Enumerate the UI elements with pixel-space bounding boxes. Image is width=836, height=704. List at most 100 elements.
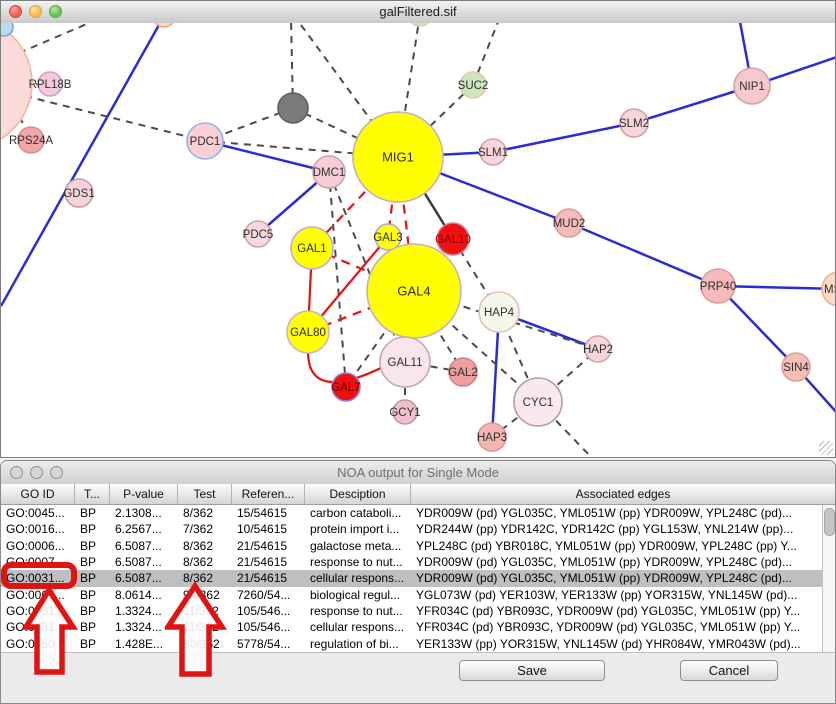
node-prp40[interactable]: [700, 268, 736, 304]
node-partial[interactable]: [1, 23, 14, 37]
zoom-button[interactable]: [50, 466, 63, 479]
cell-desc: response to nut...: [310, 603, 403, 618]
table-row[interactable]: GO:0031... BP 6.5087... 8/362 21/54615 cellul…: [1, 570, 824, 587]
edge-dash[interactable]: [328, 171, 347, 388]
edge-blue[interactable]: [717, 284, 835, 291]
zoom-button[interactable]: [49, 5, 62, 18]
edge-dash[interactable]: [18, 23, 90, 54]
node-partial[interactable]: [408, 23, 432, 27]
resize-grip[interactable]: [819, 441, 833, 455]
table-row[interactable]: GO:0006... BP 6.5087... 8/362 21/54615 galact…: [1, 537, 824, 554]
node-gal80[interactable]: [286, 310, 330, 354]
column-header[interactable]: Referen...: [232, 484, 305, 504]
node-mud2[interactable]: [554, 208, 584, 238]
node-label: GAL2: [448, 367, 477, 379]
noa-titlebar[interactable]: NOA output for Single Mode: [1, 461, 835, 485]
table-row[interactable]: GO:0045... BP 2.1308... 8/362 15/54615 carbon…: [1, 505, 824, 522]
cell-type: BP: [80, 587, 97, 602]
cancel-button[interactable]: Cancel: [680, 660, 778, 681]
node-nip1[interactable]: [733, 67, 771, 105]
column-header[interactable]: T...: [75, 484, 110, 504]
node-gal2[interactable]: [448, 357, 478, 387]
node-msl1[interactable]: [821, 271, 835, 307]
node-label: GAL10: [435, 234, 471, 246]
vertical-scrollbar[interactable]: [822, 505, 835, 652]
node-gds1[interactable]: [64, 178, 94, 208]
close-button[interactable]: [10, 466, 23, 479]
minimize-button[interactable]: [29, 5, 42, 18]
node-label: SLM2: [619, 118, 649, 130]
node-partial[interactable]: [153, 23, 175, 28]
table-row[interactable]: GO:0031...BP1.3324...11/362105/546...cel…: [1, 619, 824, 636]
node-partial[interactable]: [277, 92, 309, 124]
network-canvas[interactable]: RPL18B RPS24A GDS1 PDC1 MIG1 SUC2 SLM1 SLM2 NIP1…: [1, 23, 835, 457]
node-gal10[interactable]: [436, 222, 470, 256]
node-pdc1[interactable]: [186, 122, 224, 160]
annotation-arrow-test: [165, 581, 227, 677]
edge-blue[interactable]: [490, 311, 501, 438]
node-cyc1[interactable]: [513, 377, 563, 427]
window-title: galFiltered.sif: [379, 4, 457, 19]
edge-dash[interactable]: [491, 401, 539, 438]
node-hap3[interactable]: [477, 422, 507, 452]
cell-ref: 21/54615: [237, 571, 288, 586]
edge-dash[interactable]: [404, 361, 464, 373]
column-header[interactable]: Desciption: [305, 484, 411, 504]
cell-type: BP: [80, 571, 97, 586]
node-partial[interactable]: [1, 23, 33, 149]
node-slm2[interactable]: [619, 108, 649, 138]
node-gcy1[interactable]: [392, 399, 418, 425]
edge-blue[interactable]: [568, 221, 719, 288]
network-titlebar[interactable]: galFiltered.sif: [1, 1, 835, 24]
scrollbar-thumb[interactable]: [824, 508, 835, 536]
node-gal1[interactable]: [290, 226, 334, 270]
table-row[interactable]: GO:0007... BP 6.5087... 8/362 21/54615 respon…: [1, 553, 824, 571]
table-body: GO:0045... BP 2.1308... 8/362 15/54615 carbon…: [1, 505, 824, 652]
column-header[interactable]: Associated edges: [575, 487, 671, 501]
table-row[interactable]: GO:0050...BP1.428E...80/3625778/54...reg…: [1, 635, 824, 652]
node-slm1[interactable]: [479, 138, 507, 166]
cell-p: 6.5087...: [115, 554, 162, 569]
node-rpl18b[interactable]: [37, 71, 63, 97]
edge-blue[interactable]: [492, 121, 635, 154]
edge-red[interactable]: [306, 352, 384, 384]
node-rps24a[interactable]: [17, 126, 45, 154]
network-window: galFiltered.sif RPL18B RPS24A GDS1 PDC1 MIG1…: [0, 0, 836, 458]
column-header[interactable]: P-value: [110, 484, 178, 504]
cell-type: BP: [80, 538, 97, 553]
cell-ref: 21/54615: [237, 554, 288, 569]
node-suc2[interactable]: [459, 71, 487, 99]
save-button[interactable]: Save: [459, 660, 605, 681]
column-header[interactable]: Test: [178, 484, 232, 504]
table-row[interactable]: GO:0065...BP8.0614...94/3627260/54...bio…: [1, 586, 824, 603]
edge-blue[interactable]: [1, 23, 164, 307]
edge-blue[interactable]: [633, 84, 753, 125]
node-hap4[interactable]: [478, 291, 520, 333]
close-button[interactable]: [9, 5, 22, 18]
minimize-button[interactable]: [30, 466, 43, 479]
edge-blue[interactable]: [204, 139, 330, 174]
node-gal3[interactable]: [374, 223, 402, 251]
node-label: PDC1: [190, 136, 221, 148]
cell-p: 2.1308...: [115, 506, 162, 520]
node-hap2[interactable]: [584, 335, 612, 363]
node-dmc1[interactable]: [312, 155, 346, 189]
cell-go: GO:0045...: [6, 506, 65, 520]
table-row[interactable]: GO:0031...BP1.3324...11/362105/546...res…: [1, 602, 824, 620]
node-gal11[interactable]: [379, 336, 431, 388]
cell-p: 6.5087...: [115, 538, 162, 553]
cell-type: BP: [80, 554, 97, 569]
node-pdc5[interactable]: [244, 220, 272, 248]
edge-blue[interactable]: [717, 285, 797, 368]
cell-test: 7/362: [183, 522, 214, 537]
divider: [1, 652, 835, 653]
node-mig1[interactable]: [352, 111, 444, 203]
node-gal7[interactable]: [331, 372, 361, 402]
edge-dash[interactable]: [24, 95, 206, 142]
edge-dash[interactable]: [397, 84, 474, 158]
node-sin4[interactable]: [781, 352, 811, 382]
cell-ref: 105/546...: [237, 603, 291, 618]
column-header[interactable]: GO ID: [1, 484, 75, 504]
cell-desc: galactose meta...: [310, 538, 402, 553]
table-row[interactable]: GO:0016... BP 6.2567... 7/362 10/54615 protei…: [1, 521, 824, 538]
